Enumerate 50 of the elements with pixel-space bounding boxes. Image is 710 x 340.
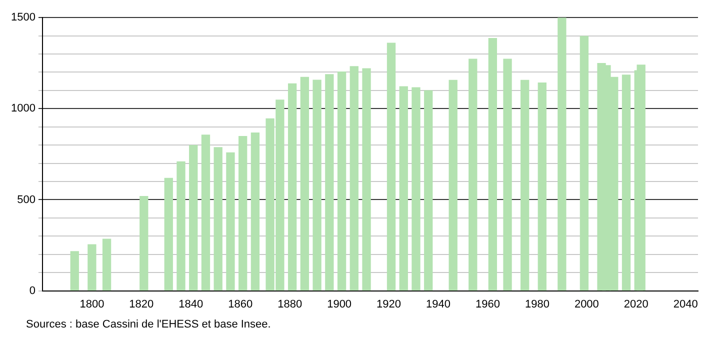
bar — [558, 18, 566, 291]
x-tick-label: 1920 — [376, 298, 402, 310]
bar — [468, 58, 478, 291]
bar — [399, 86, 408, 291]
bar — [622, 74, 631, 291]
bar — [538, 82, 546, 291]
x-tick-label: 1820 — [129, 298, 154, 310]
y-tick-label: 1500 — [10, 12, 36, 24]
bar — [362, 68, 371, 291]
y-tick-label: 1000 — [10, 102, 36, 115]
x-tick-label: 2000 — [574, 298, 599, 310]
bar — [412, 87, 420, 291]
bar — [312, 80, 322, 291]
x-tick-label: 1860 — [228, 298, 253, 310]
x-tick-label: 1980 — [524, 298, 550, 310]
x-tick-label: 1900 — [327, 298, 352, 310]
bar — [520, 80, 530, 291]
bar — [488, 38, 498, 291]
bar — [386, 42, 396, 291]
bar — [88, 244, 96, 291]
bar — [300, 76, 310, 291]
bar — [250, 132, 260, 291]
x-tick-label: 1880 — [278, 298, 302, 310]
y-tick-label: 500 — [17, 194, 36, 206]
bar — [580, 36, 589, 291]
bar — [70, 251, 79, 291]
bar — [238, 136, 248, 291]
y-tick-label: 0 — [29, 284, 36, 297]
bar — [288, 83, 297, 291]
bar — [140, 196, 148, 291]
bar — [102, 238, 112, 291]
bar — [337, 72, 346, 291]
bar — [189, 144, 198, 291]
bar — [325, 74, 334, 291]
x-tick-label: 2020 — [624, 298, 648, 310]
bar — [214, 147, 222, 291]
bar — [448, 80, 458, 291]
bar — [350, 66, 358, 291]
x-tick-label: 1940 — [426, 298, 451, 310]
source-note: Sources : base Cassini de l'EHESS et base Insee. — [26, 318, 271, 331]
x-tick-label: 1840 — [178, 298, 204, 310]
x-tick-label: 2040 — [673, 298, 698, 310]
bar — [176, 161, 186, 291]
x-tick-label: 1960 — [475, 298, 500, 310]
x-tick-label: 1800 — [80, 298, 104, 310]
bar — [201, 134, 210, 291]
bar — [503, 58, 512, 291]
bar — [164, 178, 173, 291]
bar — [424, 90, 433, 291]
bar — [226, 152, 235, 291]
